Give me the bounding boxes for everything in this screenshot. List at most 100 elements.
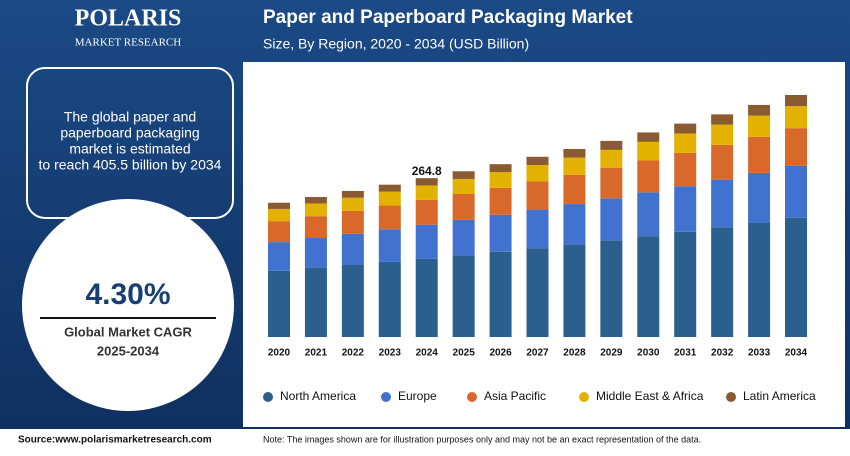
bar-segment [304, 216, 327, 239]
bar-segment [674, 186, 697, 232]
cagr-label: Global Market CAGR [64, 324, 192, 339]
cagr-period: 2025-2034 [97, 343, 160, 358]
summary-line: paperboard packaging [60, 125, 199, 141]
legend-label: Europe [398, 389, 437, 403]
bar-segment [378, 229, 401, 262]
bar-segment [452, 178, 475, 194]
chart-subtitle: Size, By Region, 2020 - 2034 (USD Billio… [263, 36, 529, 52]
bar-segment [268, 208, 290, 222]
source: Source:www.polarismarketresearch.com [18, 435, 212, 446]
bar-segment [268, 270, 290, 337]
bar-segment [489, 164, 512, 173]
x-tick-label: 2022 [342, 348, 365, 359]
bar-segment [785, 95, 807, 107]
bar-segment [600, 240, 623, 337]
bar-segment [563, 244, 586, 337]
bar-segment [489, 251, 512, 337]
bar-segment [711, 227, 734, 337]
bar-segment [600, 198, 623, 241]
bar-segment [785, 106, 807, 129]
legend-swatch [726, 392, 736, 402]
bar-segment [637, 132, 660, 142]
chart-title: Paper and Paperboard Packaging Market [263, 7, 633, 28]
bar-segment [415, 199, 438, 225]
x-tick-label: 2021 [305, 348, 328, 359]
bar-segment [748, 136, 771, 173]
bar-segment [563, 174, 586, 205]
bar-segment [637, 160, 660, 193]
bar-segment [674, 152, 697, 187]
bar-segment [452, 171, 475, 179]
bar-segment [304, 267, 327, 337]
brand-tagline: MARKET RESEARCH [75, 37, 182, 49]
bar-segment [378, 205, 401, 230]
bar-segment [415, 258, 438, 337]
bar-segment [452, 193, 475, 220]
bar-segment [785, 165, 807, 218]
bar-segment [526, 156, 549, 166]
bar-segment [600, 149, 623, 168]
x-tick-label: 2025 [453, 348, 476, 359]
x-tick-label: 2031 [674, 348, 697, 359]
bar-segment [748, 104, 771, 116]
summary-line: The global paper and [64, 109, 196, 125]
bar-segment [637, 141, 660, 161]
bar-segment [304, 238, 327, 268]
legend-label: Latin America [743, 389, 816, 403]
x-tick-label: 2023 [379, 348, 402, 359]
bar-segment [378, 184, 401, 192]
bar-segment [489, 214, 512, 252]
legend-swatch [381, 392, 391, 402]
bar-segment [600, 140, 623, 150]
bar-segment [526, 165, 549, 182]
bar-segment [268, 221, 290, 243]
x-tick-label: 2033 [748, 348, 771, 359]
legend-swatch [467, 392, 477, 402]
legend-swatch [263, 392, 273, 402]
bar-segment [563, 148, 586, 158]
legend-label: Asia Pacific [484, 389, 546, 403]
bar-segment [452, 255, 475, 337]
cagr-circle [22, 199, 234, 411]
bar-segment [341, 197, 364, 211]
legend-swatch [579, 392, 589, 402]
bar-segment [526, 248, 549, 337]
bar-segment [526, 181, 549, 210]
bar-segment [415, 224, 438, 259]
cagr-value: 4.30% [85, 278, 170, 311]
bar-segment [489, 187, 512, 215]
bar-segment [489, 172, 512, 188]
summary-line: to reach 405.5 billion by 2034 [39, 157, 222, 173]
bar-segment [711, 124, 734, 145]
bar-segment [268, 242, 290, 271]
note: Note: The images shown are for illustrat… [263, 434, 701, 444]
bar-segment [378, 261, 401, 337]
legend-label: North America [280, 389, 356, 403]
bar-segment [674, 123, 697, 134]
bar-segment [674, 133, 697, 153]
x-tick-label: 2020 [268, 348, 291, 359]
bar-segment [600, 167, 623, 199]
bar-segment [563, 157, 586, 175]
bar-segment [563, 204, 586, 245]
bar-segment [785, 217, 807, 337]
bar-segment [452, 219, 475, 256]
total-label: 264.8 [412, 164, 442, 178]
x-tick-label: 2034 [785, 348, 808, 359]
bar-segment [748, 222, 771, 337]
bar-segment [378, 191, 401, 206]
footer-bar [0, 429, 850, 451]
bar-segment [415, 178, 438, 186]
bar-segment [341, 210, 364, 234]
bar-segment [711, 144, 734, 180]
bar-segment [341, 233, 364, 266]
x-tick-label: 2028 [563, 348, 586, 359]
bar-segment [341, 265, 364, 337]
bar-segment [748, 115, 771, 137]
legend-label: Middle East & Africa [596, 389, 704, 403]
x-tick-label: 2029 [600, 348, 623, 359]
bar-segment [785, 128, 807, 166]
brand-name: POLARIS [75, 6, 182, 32]
x-tick-label: 2032 [711, 348, 734, 359]
